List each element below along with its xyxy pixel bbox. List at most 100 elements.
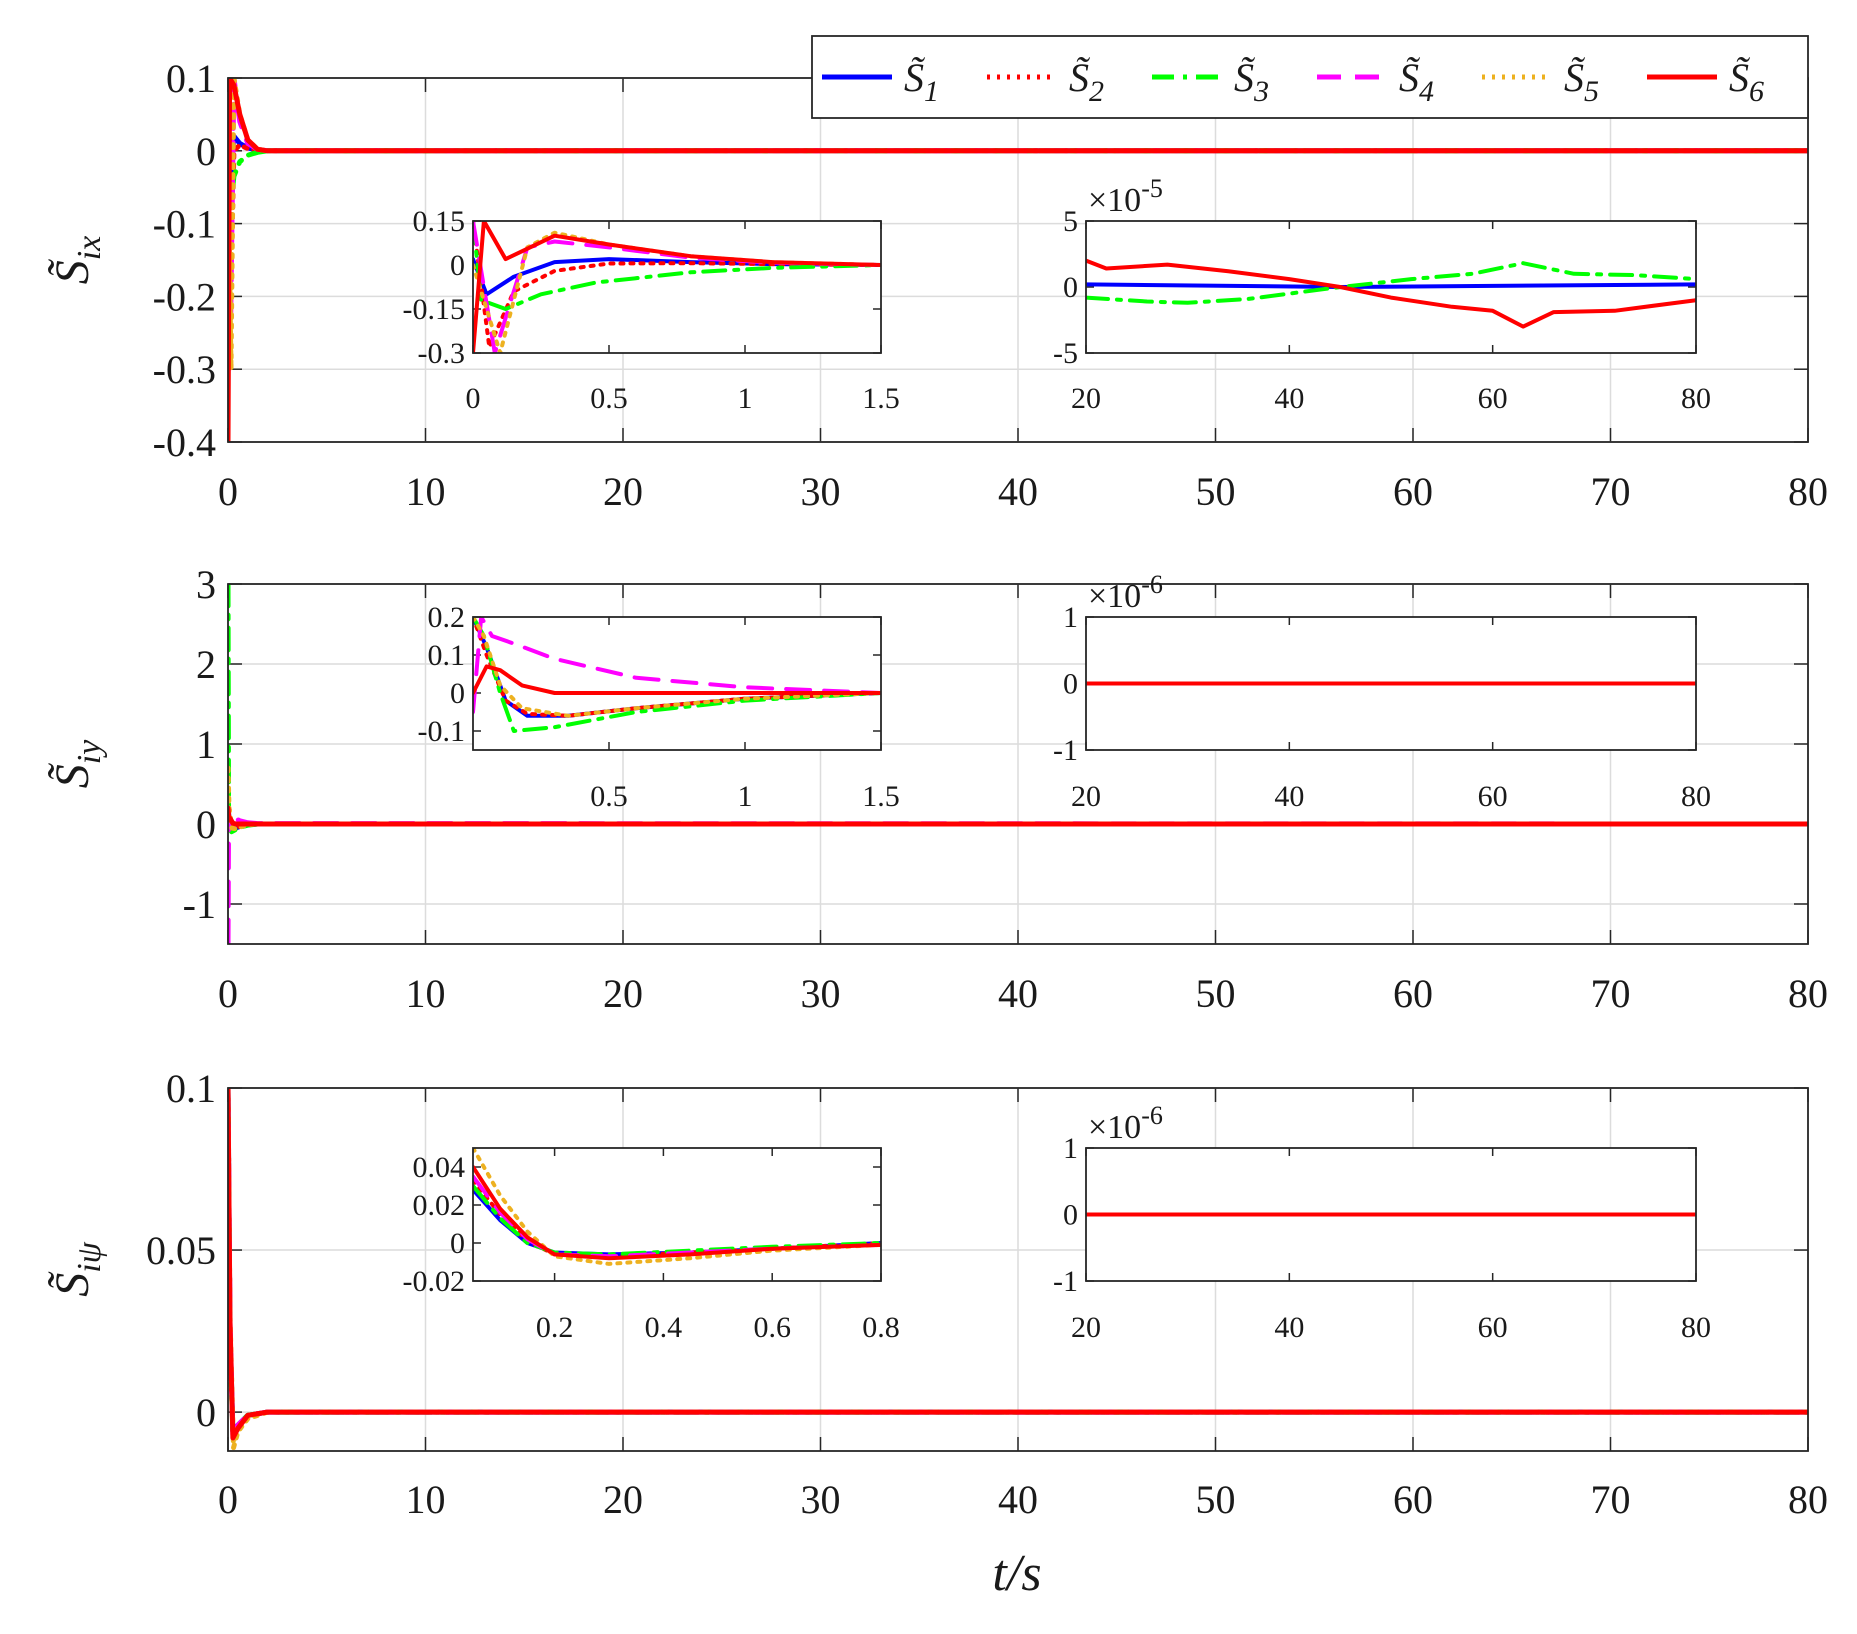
x-tick-label: 0.6 xyxy=(753,1311,791,1344)
y-tick-label: -0.1 xyxy=(153,202,216,247)
y-tick-label: 1 xyxy=(1063,1132,1078,1165)
y-tick-label: -1 xyxy=(1053,1265,1078,1298)
x-tick-label: 10 xyxy=(406,971,446,1016)
x-tick-label: 50 xyxy=(1196,1477,1236,1522)
y-tick-label: 0.1 xyxy=(428,639,466,672)
axes-frame xyxy=(1085,616,1697,751)
x-tick-label: 0.2 xyxy=(536,1311,574,1344)
y-tick-label: 1 xyxy=(196,722,216,767)
x-tick-label: 30 xyxy=(801,469,841,514)
x-tick-label: 40 xyxy=(1274,1311,1304,1344)
series-line-3 xyxy=(1086,258,1696,329)
axes-frame xyxy=(1085,1147,1697,1282)
x-tick-label: 30 xyxy=(801,1477,841,1522)
x-tick-label: 0 xyxy=(466,382,481,415)
y-tick-label: -0.15 xyxy=(403,293,466,326)
y-tick-label: 5 xyxy=(1063,205,1078,238)
inset-2-2: 20 40 60 80 1 0 -1 ×10-6 xyxy=(1053,570,1711,813)
series-line-2 xyxy=(1086,261,1696,305)
y-axis-label: S̃iψ xyxy=(46,1241,108,1296)
plot-area xyxy=(473,221,881,353)
axes-frame xyxy=(472,616,882,751)
x-axis-label: t/s xyxy=(992,1545,1041,1602)
legend-label-6: S̃6 xyxy=(1729,55,1764,108)
y-tick-label: 0 xyxy=(196,802,216,847)
series-group xyxy=(228,584,1808,944)
y-tick-label: 0 xyxy=(196,1390,216,1435)
x-tick-label: 40 xyxy=(998,1477,1038,1522)
x-tick-label: 20 xyxy=(603,1477,643,1522)
series-line-5 xyxy=(473,1148,881,1266)
y-tick-label: -1 xyxy=(183,882,216,927)
x-tick-label: 70 xyxy=(1591,971,1631,1016)
x-tick-label: 40 xyxy=(998,971,1038,1016)
legend: S̃1 S̃2 S̃3 S̃4 S̃5 S̃6 xyxy=(811,35,1809,119)
y-tick-label: 3 xyxy=(196,562,216,607)
axes-frame xyxy=(472,1147,882,1282)
series-line-3 xyxy=(473,221,881,311)
inset-3-1: 0.2 0.4 0.6 0.8 0.04 0.02 0 -0.02 xyxy=(403,1147,900,1344)
x-tick-label: 70 xyxy=(1591,469,1631,514)
x-tick-label: 80 xyxy=(1788,469,1828,514)
series-line-2 xyxy=(473,221,881,350)
x-tick-label: 50 xyxy=(1196,971,1236,1016)
series-group xyxy=(228,78,1808,442)
y-tick-label: -0.02 xyxy=(403,1265,466,1298)
x-tick-label: 60 xyxy=(1478,780,1508,813)
x-tick-label: 1.5 xyxy=(862,780,900,813)
series-line-6 xyxy=(228,78,1808,442)
y-tick-label: 0 xyxy=(1063,271,1078,304)
y-tick-label: -5 xyxy=(1053,337,1078,370)
inset-1-2: 20 40 60 80 5 0 -5 ×10-5 xyxy=(1053,174,1711,415)
axes-frame xyxy=(1085,220,1697,354)
series-group xyxy=(473,221,881,353)
subplot-3: 0 10 20 30 40 50 60 70 800.10.050 xyxy=(146,1066,1828,1522)
x-tick-label: 60 xyxy=(1393,971,1433,1016)
x-tick-label: 0.5 xyxy=(590,382,628,415)
x-tick-label: 1 xyxy=(738,780,753,813)
legend-label-1: S̃1 xyxy=(904,55,939,108)
x-tick-label: 60 xyxy=(1393,1477,1433,1522)
x-tick-label: 60 xyxy=(1478,382,1508,415)
y-tick-label: 0 xyxy=(450,1227,465,1260)
y-tick-label: -1 xyxy=(1053,734,1078,767)
y-tick-label: -0.4 xyxy=(153,420,216,465)
y-tick-label: 2 xyxy=(196,642,216,687)
axis-exponent: ×10-5 xyxy=(1088,174,1163,219)
y-tick-label: 1 xyxy=(1063,601,1078,634)
axis-exponent: ×10-6 xyxy=(1088,1101,1163,1146)
y-tick-label: 0.02 xyxy=(413,1189,466,1222)
y-tick-label: -0.1 xyxy=(418,715,466,748)
x-tick-label: 0.4 xyxy=(645,1311,683,1344)
series-line-6 xyxy=(473,1165,881,1261)
series-group xyxy=(473,1148,881,1266)
x-tick-label: 20 xyxy=(1071,1311,1101,1344)
x-tick-label: 1 xyxy=(738,382,753,415)
x-tick-label: 60 xyxy=(1478,1311,1508,1344)
x-tick-label: 70 xyxy=(1591,1477,1631,1522)
legend-box xyxy=(811,35,1809,119)
y-axis-label: S̃iy xyxy=(46,739,108,788)
x-tick-label: 60 xyxy=(1393,469,1433,514)
x-tick-label: 80 xyxy=(1681,1311,1711,1344)
x-tick-label: 1.5 xyxy=(862,382,900,415)
y-tick-label: 0.05 xyxy=(146,1228,216,1273)
y-tick-label: 0.15 xyxy=(413,205,466,238)
series-line-1 xyxy=(1086,282,1696,289)
inset-1-1: 0 0.5 1 1.5 0.15 0 -0.15 -0.3 xyxy=(403,205,900,415)
y-tick-label: 0 xyxy=(1063,668,1078,701)
y-tick-label: 0.2 xyxy=(428,601,466,634)
series-line-6 xyxy=(473,664,881,695)
series-group xyxy=(1086,258,1696,329)
x-tick-label: 80 xyxy=(1681,780,1711,813)
x-tick-label: 20 xyxy=(1071,780,1101,813)
x-tick-label: 0 xyxy=(218,971,238,1016)
x-tick-label: 40 xyxy=(1274,780,1304,813)
x-tick-label: 40 xyxy=(1274,382,1304,415)
x-tick-label: 50 xyxy=(1196,469,1236,514)
series-line-6 xyxy=(228,805,1808,827)
series-group xyxy=(228,1088,1808,1451)
legend-label-4: S̃4 xyxy=(1399,55,1434,108)
series-line-6 xyxy=(228,1088,1808,1441)
